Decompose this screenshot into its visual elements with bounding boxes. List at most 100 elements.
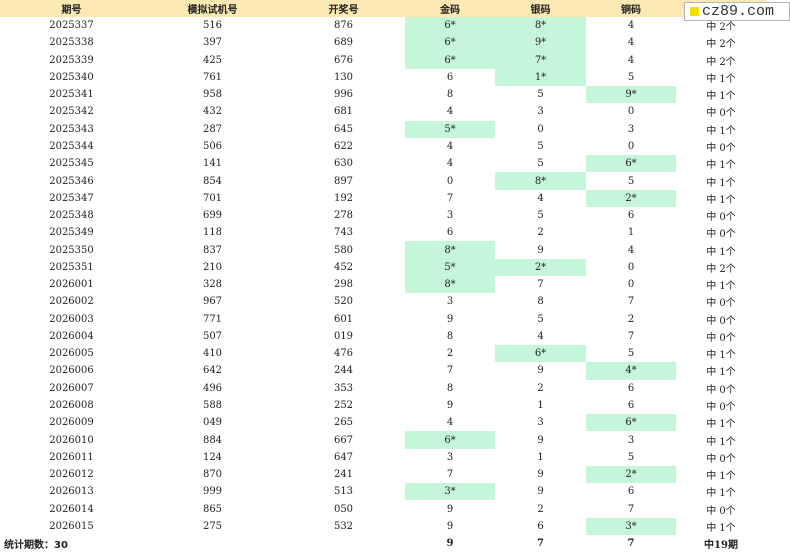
summary-gold: 9 bbox=[446, 538, 454, 550]
cell-gold: 8 bbox=[446, 382, 454, 394]
cell-draw-number: 298 bbox=[333, 279, 354, 291]
logo-square-icon bbox=[690, 7, 699, 16]
cell-bronze: 7 bbox=[627, 296, 635, 308]
summary-silver: 7 bbox=[537, 538, 544, 550]
cell-sim-number: 124 bbox=[202, 451, 223, 463]
cell-result: 中 0个 bbox=[706, 332, 736, 344]
cell-gold: 7 bbox=[446, 365, 454, 377]
cell-draw-number: 667 bbox=[333, 434, 354, 446]
cell-sim-number: 397 bbox=[202, 37, 223, 49]
cell-draw-number: 689 bbox=[333, 37, 354, 49]
cell-result: 中 1个 bbox=[706, 471, 736, 483]
table-row: 2026008 588 252 9 1 6 中 0个 bbox=[0, 397, 766, 414]
cell-silver: 5 bbox=[537, 89, 544, 101]
cell-issue: 2025343 bbox=[49, 123, 94, 135]
cell-sim-number: 287 bbox=[202, 123, 223, 135]
cell-sim-number: 410 bbox=[202, 348, 223, 360]
cell-silver: 8 bbox=[537, 296, 544, 308]
cell-issue: 2025345 bbox=[49, 158, 94, 170]
cell-issue: 2025347 bbox=[49, 192, 94, 204]
table-row: 2025347 701 192 7 4 2* 中 1个 bbox=[0, 189, 766, 207]
cell-silver: 5 bbox=[537, 158, 544, 170]
cell-bronze: 4 bbox=[627, 37, 635, 49]
table-row: 2025339 425 676 6* 7* 4 中 2个 bbox=[0, 51, 766, 69]
cell-issue: 2026012 bbox=[49, 469, 94, 481]
table-row: 2025344 506 622 4 5 0 中 0个 bbox=[0, 138, 766, 155]
table-row: 2026003 771 601 9 5 2 中 0个 bbox=[0, 311, 766, 328]
cell-bronze: 6 bbox=[627, 486, 635, 498]
table-row: 2025348 699 278 3 5 6 中 0个 bbox=[0, 207, 766, 224]
cell-silver: 8* bbox=[495, 172, 586, 190]
cell-gold: 3 bbox=[446, 451, 454, 463]
table-row: 2025341 958 996 8 5 9* 中 1个 bbox=[0, 86, 766, 104]
table-row: 2026002 967 520 3 8 7 中 0个 bbox=[0, 293, 766, 310]
cell-bronze: 4 bbox=[627, 20, 635, 32]
cell-silver: 6* bbox=[495, 345, 586, 363]
cell-silver: 9 bbox=[537, 469, 544, 481]
cell-draw-number: 278 bbox=[333, 210, 354, 222]
cell-sim-number: 967 bbox=[202, 296, 223, 308]
cell-gold: 4 bbox=[446, 417, 454, 429]
cell-bronze: 7 bbox=[627, 330, 635, 342]
cell-result: 中 0个 bbox=[706, 315, 736, 327]
cell-draw-number: 645 bbox=[333, 123, 354, 135]
cell-gold: 9 bbox=[446, 520, 454, 532]
cell-gold: 5* bbox=[405, 120, 495, 138]
cell-silver: 6 bbox=[537, 520, 544, 532]
cell-bronze: 6 bbox=[627, 399, 635, 411]
cell-result: 中 2个 bbox=[706, 39, 736, 51]
cell-issue: 2025344 bbox=[49, 140, 94, 152]
cell-gold: 0 bbox=[446, 175, 454, 187]
cell-silver: 2 bbox=[537, 227, 544, 239]
cell-result: 中 1个 bbox=[706, 436, 736, 448]
cell-result: 中 1个 bbox=[706, 91, 736, 103]
summary-row: 统计期数：30 9 7 7 中19期 bbox=[0, 535, 766, 553]
cell-result: 中 1个 bbox=[706, 419, 736, 431]
cell-gold: 8* bbox=[405, 275, 495, 294]
cell-gold: 6* bbox=[405, 51, 495, 69]
site-logo-badge[interactable]: cz89.com bbox=[684, 2, 790, 21]
cell-gold: 9 bbox=[446, 399, 454, 411]
summary-bronze: 7 bbox=[627, 538, 635, 550]
cell-sim-number: 699 bbox=[202, 210, 223, 222]
cell-silver: 5 bbox=[537, 313, 544, 325]
cell-silver: 9 bbox=[537, 486, 544, 498]
cell-silver: 9 bbox=[537, 244, 544, 256]
cell-issue: 2025341 bbox=[49, 89, 94, 101]
table-row: 2025340 761 130 6 1* 5 中 1个 bbox=[0, 68, 766, 87]
cell-sim-number: 701 bbox=[202, 192, 223, 204]
cell-bronze: 6 bbox=[627, 210, 635, 222]
cell-gold: 8 bbox=[446, 330, 454, 342]
cell-issue: 2026006 bbox=[49, 365, 94, 377]
table-row: 2025337 516 876 6* 8* 4 中 2个 bbox=[0, 17, 766, 35]
cell-draw-number: 050 bbox=[333, 503, 354, 515]
cell-gold: 5* bbox=[405, 258, 495, 276]
cell-gold: 4 bbox=[446, 106, 454, 118]
cell-result: 中 0个 bbox=[706, 298, 736, 310]
cell-sim-number: 588 bbox=[202, 399, 223, 411]
cell-sim-number: 425 bbox=[202, 54, 223, 66]
cell-gold: 6 bbox=[446, 71, 454, 83]
cell-result: 中 0个 bbox=[706, 384, 736, 396]
cell-silver: 9 bbox=[537, 434, 544, 446]
cell-draw-number: 244 bbox=[333, 365, 354, 377]
cell-issue: 2025337 bbox=[49, 20, 94, 32]
cell-result: 中 1个 bbox=[706, 281, 736, 293]
cell-result: 中 0个 bbox=[706, 108, 736, 120]
cell-result: 中 2个 bbox=[706, 22, 736, 34]
cell-issue: 2026013 bbox=[49, 486, 94, 498]
table-header-row: 期号 模拟试机号 开奖号 金码 银码 铜码 bbox=[0, 0, 766, 17]
cell-silver: 2 bbox=[537, 382, 544, 394]
cell-result: 中 0个 bbox=[706, 453, 736, 465]
cell-silver: 5 bbox=[537, 210, 544, 222]
table-row: 2026004 507 019 8 4 7 中 0个 bbox=[0, 328, 766, 345]
cell-bronze: 9* bbox=[586, 86, 676, 104]
cell-draw-number: 601 bbox=[333, 313, 354, 325]
cell-result: 中 1个 bbox=[706, 125, 736, 137]
cell-issue: 2026003 bbox=[49, 313, 94, 325]
table-row: 2026001 328 298 8* 7 0 中 1个 bbox=[0, 275, 766, 294]
cell-silver: 4 bbox=[537, 192, 544, 204]
cell-sim-number: 771 bbox=[202, 313, 223, 325]
cell-issue: 2026009 bbox=[49, 417, 94, 429]
cell-bronze: 4 bbox=[627, 54, 635, 66]
